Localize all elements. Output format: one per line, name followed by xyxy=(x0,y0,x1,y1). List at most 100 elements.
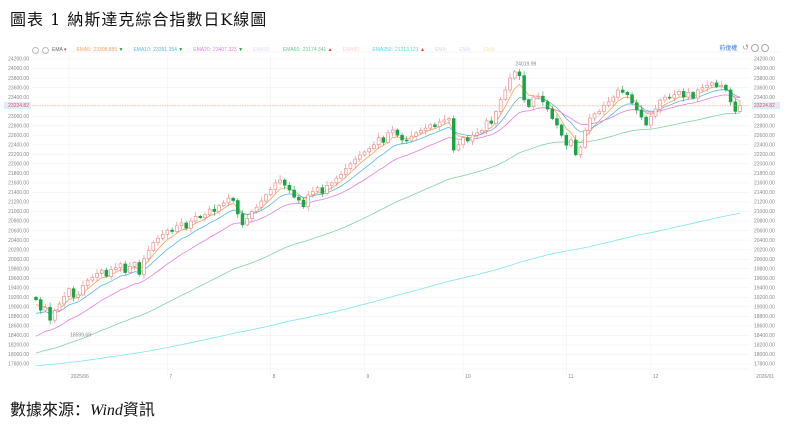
candle-up xyxy=(189,220,193,229)
y-tick-left: 17800.00 xyxy=(8,362,29,368)
legend-item[interactable]: EMA20: 23407.323 ▼ xyxy=(193,47,243,53)
candle-up xyxy=(250,211,254,219)
x-tick: 9 xyxy=(367,374,370,380)
candle-down xyxy=(282,179,287,186)
chart-title: 圖表 1 納斯達克綜合指數日K線圖 xyxy=(10,10,268,29)
legend-item[interactable]: EMA: xyxy=(483,47,497,53)
candle-up xyxy=(325,184,329,194)
x-tick: 11 xyxy=(568,374,573,380)
y-tick-left: 24200.00 xyxy=(8,57,29,63)
candle-up xyxy=(658,99,662,110)
zoom-in-icon[interactable] xyxy=(751,43,759,52)
x-tick: 8 xyxy=(273,374,276,380)
candle-up xyxy=(447,118,451,121)
candle-up xyxy=(132,262,137,267)
chart-toolbar: 前復權 ↺ xyxy=(719,43,769,52)
y-tick-right: 23000.00 xyxy=(754,114,775,120)
y-tick-left: 19600.00 xyxy=(8,276,29,282)
ema-line-ema20 xyxy=(35,94,741,337)
indicator-select[interactable]: EMA ▾ xyxy=(52,47,67,53)
candle-up xyxy=(606,101,611,106)
legend-item[interactable]: EMA: xyxy=(435,47,449,53)
candle-up xyxy=(353,158,357,165)
candle-up xyxy=(414,132,418,137)
y-tick-left: 18400.00 xyxy=(8,333,29,339)
candle-down xyxy=(667,96,672,99)
candle-down xyxy=(550,108,555,119)
legend-label: EMA10: xyxy=(133,47,152,53)
y-tick-right: 22000.00 xyxy=(754,162,775,168)
legend-label: EMA250: xyxy=(372,47,393,53)
y-tick-left: 20800.00 xyxy=(8,219,29,225)
y-tick-right: 18400.00 xyxy=(754,333,775,339)
candle-down xyxy=(522,75,526,101)
candle-up xyxy=(588,117,592,131)
y-tick-right: 21000.00 xyxy=(754,209,775,215)
legend-item[interactable]: EMA5: 23308.885 ▼ xyxy=(76,47,123,53)
candle-down xyxy=(236,200,240,215)
candle-up xyxy=(81,285,85,296)
ema-line-ema250 xyxy=(35,212,741,367)
x-tick: 12 xyxy=(653,374,659,380)
y-tick-left: 23000.00 xyxy=(8,114,29,120)
candle-down xyxy=(400,134,404,141)
y-tick-left: 23600.00 xyxy=(8,85,29,91)
candle-down xyxy=(405,139,409,142)
eye-icon[interactable] xyxy=(42,46,49,54)
candle-up xyxy=(592,113,597,119)
legend-value: 23308.885 xyxy=(93,47,118,53)
y-tick-left: 18000.00 xyxy=(8,352,29,358)
candle-down xyxy=(287,184,292,191)
candle-up xyxy=(442,119,447,123)
candle-up xyxy=(719,84,723,87)
ema-legend: EMA ▾ EMA5: 23308.885 ▼ EMA10: 23391.354 ▼ E… xyxy=(32,44,508,56)
y-tick-left: 19400.00 xyxy=(8,285,29,291)
legend-item[interactable]: EMA90: xyxy=(343,47,363,53)
legend-item[interactable]: EMA250: 21213.121 ▲ xyxy=(372,47,425,53)
candle-up xyxy=(217,205,221,212)
candle-up xyxy=(376,137,381,146)
legend-item[interactable]: EMA: xyxy=(459,47,473,53)
candle-down xyxy=(170,229,174,232)
y-tick-left: 22800.00 xyxy=(8,123,29,129)
source-name: Wind xyxy=(90,402,123,419)
candle-up xyxy=(146,250,151,259)
candlestick-chart: 17800.00 17800.00 18000.00 18000.00 18200.00… xyxy=(4,51,780,380)
y-tick-right: 22400.00 xyxy=(754,142,775,148)
candle-up xyxy=(311,191,315,196)
y-tick-left: 19800.00 xyxy=(8,266,29,272)
candle-up xyxy=(99,269,104,274)
candle-down xyxy=(630,94,634,104)
candle-up xyxy=(358,154,362,160)
candle-up xyxy=(386,132,390,143)
close-icon[interactable] xyxy=(761,43,769,52)
data-source: 數據來源：Wind資訊 xyxy=(10,396,155,420)
candle-up xyxy=(362,151,367,156)
legend-item[interactable]: EMA60: 23174.341 ▲ xyxy=(283,47,333,53)
candle-down xyxy=(48,306,52,321)
candle-down xyxy=(625,92,630,96)
y-tick-left: 20000.00 xyxy=(8,257,29,263)
candle-up xyxy=(85,279,90,286)
candle-down xyxy=(541,95,545,103)
candle-down xyxy=(728,89,733,103)
candle-up xyxy=(348,163,353,169)
y-tick-left: 21000.00 xyxy=(8,209,29,215)
candle-up xyxy=(193,215,198,222)
candle-down xyxy=(573,139,578,156)
settings-icon[interactable] xyxy=(32,46,39,54)
y-tick-left: 20200.00 xyxy=(8,247,29,253)
legend-item[interactable]: EMA10: 23391.354 ▼ xyxy=(133,47,183,53)
candle-down xyxy=(691,92,695,99)
current-price-left: 23224.82 xyxy=(8,103,29,109)
adjust-button[interactable]: 前復權 xyxy=(719,46,738,52)
candle-down xyxy=(104,269,109,277)
undo-icon[interactable]: ↺ xyxy=(742,43,749,52)
x-tick: 2026/01 xyxy=(756,374,774,380)
candle-up xyxy=(494,111,498,124)
candle-up xyxy=(367,148,371,153)
candle-up xyxy=(696,89,700,99)
legend-item[interactable]: EMA30: xyxy=(253,47,273,53)
y-tick-right: 19600.00 xyxy=(754,276,775,282)
trend-up-icon: ▲ xyxy=(326,47,333,53)
